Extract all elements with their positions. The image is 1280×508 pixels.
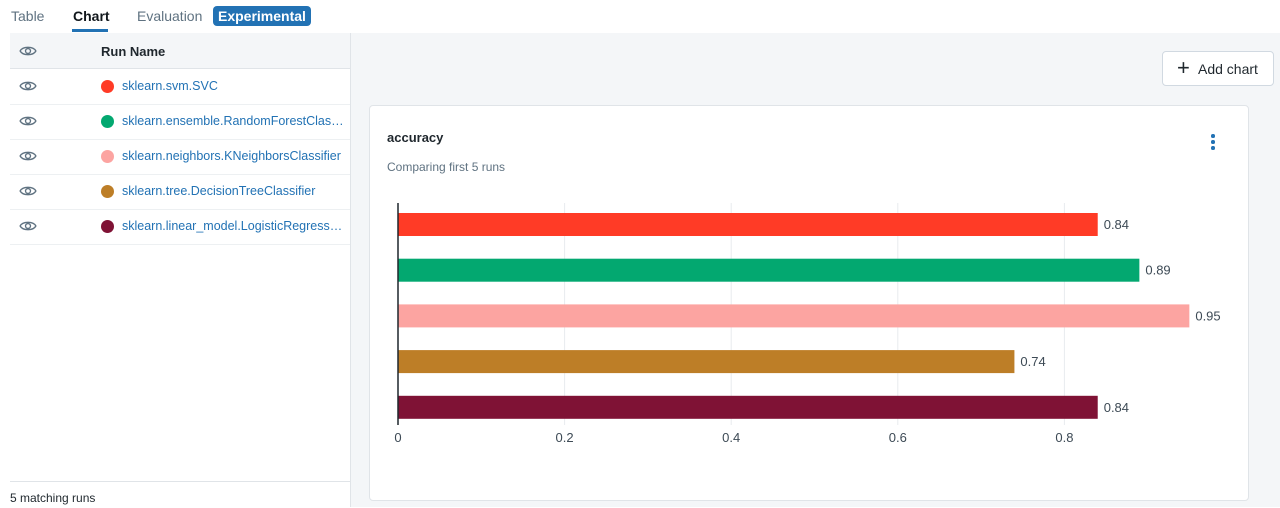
x-tick-label: 0.2: [556, 430, 574, 445]
run-name-link[interactable]: sklearn.neighbors.KNeighborsClassifier: [122, 149, 341, 163]
sidebar-footer: 5 matching runs: [10, 481, 350, 508]
add-chart-button[interactable]: + Add chart: [1162, 51, 1274, 86]
run-color-dot: [101, 185, 114, 198]
eye-icon[interactable]: [19, 217, 37, 235]
bar[interactable]: [398, 304, 1190, 328]
eye-icon[interactable]: [19, 42, 37, 60]
run-name-link[interactable]: sklearn.ensemble.RandomForestClassifier: [122, 114, 344, 128]
bar[interactable]: [398, 213, 1098, 236]
accuracy-bar-chart: 0 0.2 0.4 0.6 0.8 0.84 0.89 0.95 0.74 0.84: [394, 203, 1221, 445]
run-name-link[interactable]: sklearn.svm.SVC: [122, 79, 218, 93]
tab-chart[interactable]: Chart: [73, 8, 110, 24]
bar[interactable]: [398, 395, 1098, 419]
view-tabs: Table Chart Evaluation Experimental: [0, 0, 1280, 33]
run-color-dot: [101, 220, 114, 233]
run-row: sklearn.svm.SVC: [10, 69, 350, 105]
x-tick-label: 0: [394, 430, 401, 445]
bar-value-label: 0.74: [1020, 354, 1045, 369]
runs-table-header: Run Name: [10, 33, 350, 69]
eye-icon[interactable]: [19, 147, 37, 165]
bar-value-label: 0.95: [1195, 308, 1220, 323]
bar-value-label: 0.84: [1104, 400, 1129, 415]
active-tab-indicator: [72, 29, 108, 32]
tab-evaluation[interactable]: Evaluation: [137, 8, 203, 24]
more-options-icon[interactable]: [1206, 134, 1220, 154]
run-row: sklearn.linear_model.LogisticRegression: [10, 209, 350, 245]
add-chart-label: Add chart: [1198, 61, 1258, 77]
chart-title: accuracy: [387, 130, 444, 145]
run-color-dot: [101, 80, 114, 93]
bar[interactable]: [398, 258, 1140, 282]
run-color-dot: [101, 150, 114, 163]
eye-icon[interactable]: [19, 77, 37, 95]
run-row: sklearn.neighbors.KNeighborsClassifier: [10, 139, 350, 175]
runs-sidebar: Run Name sklearn.svm.SVC sklearn.ensemble…: [10, 33, 351, 507]
x-tick-label: 0.8: [1055, 430, 1073, 445]
tab-table[interactable]: Table: [11, 8, 45, 24]
bar-value-label: 0.89: [1145, 263, 1170, 278]
eye-icon[interactable]: [19, 182, 37, 200]
run-row: sklearn.tree.DecisionTreeClassifier: [10, 174, 350, 210]
x-tick-label: 0.6: [889, 430, 907, 445]
plus-icon: +: [1177, 55, 1190, 80]
chart-card: accuracy Comparing first 5 runs 0 0.2 0.4 0…: [369, 105, 1249, 501]
x-tick-label: 0.4: [722, 430, 740, 445]
chart-subtitle: Comparing first 5 runs: [387, 160, 506, 174]
matching-runs-count: 5 matching runs: [10, 491, 96, 505]
run-name-link[interactable]: sklearn.tree.DecisionTreeClassifier: [122, 184, 316, 198]
bar[interactable]: [398, 350, 1015, 374]
run-name-column-header: Run Name: [101, 44, 166, 59]
run-name-link[interactable]: sklearn.linear_model.LogisticRegression: [122, 219, 344, 233]
run-row: sklearn.ensemble.RandomForestClassifier: [10, 104, 350, 140]
chart-area: + Add chart accuracy Comparing first 5 r…: [351, 33, 1280, 507]
tab-experimental[interactable]: Experimental: [213, 6, 311, 26]
run-color-dot: [101, 115, 114, 128]
eye-icon[interactable]: [19, 112, 37, 130]
bar-value-label: 0.84: [1104, 217, 1129, 232]
